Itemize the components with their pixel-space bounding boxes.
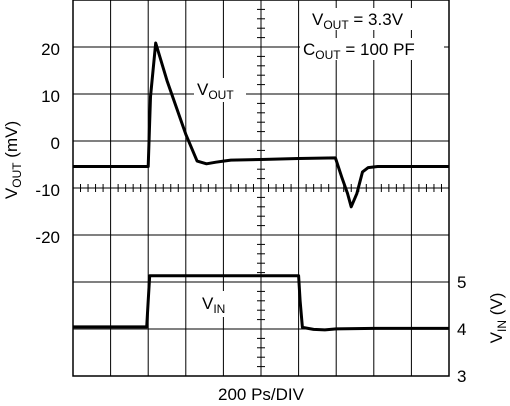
annotation-cout-bg bbox=[300, 38, 444, 60]
left-tick-label: -10 bbox=[35, 181, 60, 200]
series-line-vin bbox=[73, 274, 449, 332]
left-tick-label: 0 bbox=[51, 134, 60, 153]
x-axis-label: 200 Ps/DIV bbox=[218, 385, 305, 404]
left-tick-label: -20 bbox=[35, 228, 60, 247]
trace-label-vin-bg bbox=[199, 291, 237, 317]
grid bbox=[73, 0, 449, 376]
trace-label-vout-bg bbox=[194, 78, 246, 102]
right-tick-label: 5 bbox=[457, 273, 466, 292]
annotation-vout-bg bbox=[308, 8, 440, 30]
right-axis-label: VIN (V) bbox=[487, 293, 509, 344]
plot-frame bbox=[72, 0, 450, 377]
left-axis-label: VOUT (mV) bbox=[2, 121, 24, 199]
left-tick-label: 20 bbox=[41, 40, 60, 59]
trace-label-vout: VOUT bbox=[197, 80, 234, 102]
traces bbox=[73, 41, 449, 332]
trace-label-vin: VIN bbox=[202, 294, 225, 316]
right-tick-label: 3 bbox=[457, 367, 466, 386]
annotation-vout-setting: VOUT = 3.3V bbox=[312, 10, 404, 32]
left-tick-label: 10 bbox=[41, 87, 60, 106]
annotation-cout-setting: COUT = 100 PF bbox=[303, 40, 415, 62]
right-tick-label: 4 bbox=[457, 320, 466, 339]
series-line-vout bbox=[73, 41, 449, 209]
